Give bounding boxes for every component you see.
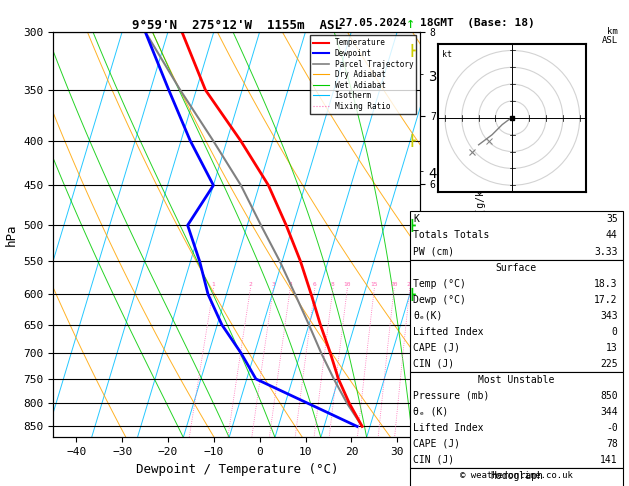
Y-axis label: hPa: hPa [5,223,18,246]
Text: Lifted Index: Lifted Index [413,423,484,433]
Text: 18.3: 18.3 [594,278,618,289]
Text: Hodograph: Hodograph [490,471,543,481]
Text: ┣: ┣ [409,44,415,56]
Text: 35: 35 [606,214,618,225]
Text: km: km [607,27,618,36]
Text: Lifted Index: Lifted Index [413,327,484,337]
Legend: Temperature, Dewpoint, Parcel Trajectory, Dry Adiabat, Wet Adiabat, Isotherm, Mi: Temperature, Dewpoint, Parcel Trajectory… [310,35,416,114]
Text: -0: -0 [606,423,618,433]
Text: ┣: ┣ [409,134,415,147]
Text: K: K [413,214,419,225]
Text: 2: 2 [248,282,252,287]
Text: 17.2: 17.2 [594,295,618,305]
Text: 850: 850 [600,391,618,401]
Text: 4: 4 [289,282,292,287]
Text: 3: 3 [272,282,276,287]
Text: Temp (°C): Temp (°C) [413,278,466,289]
Text: 6: 6 [313,282,317,287]
Text: LCL: LCL [424,423,439,432]
Text: 25: 25 [406,282,414,287]
Text: 343: 343 [600,311,618,321]
Text: Pressure (mb): Pressure (mb) [413,391,489,401]
Text: 78: 78 [606,439,618,449]
Text: 0: 0 [612,327,618,337]
Text: θₑ(K): θₑ(K) [413,311,443,321]
Text: ↑: ↑ [406,16,415,31]
Text: 8: 8 [331,282,335,287]
Text: 20: 20 [391,282,398,287]
Text: 15: 15 [370,282,378,287]
X-axis label: Dewpoint / Temperature (°C): Dewpoint / Temperature (°C) [136,463,338,476]
Text: CAPE (J): CAPE (J) [413,439,460,449]
Text: Surface: Surface [496,262,537,273]
Text: © weatheronline.co.uk: © weatheronline.co.uk [460,471,573,480]
Text: PW (cm): PW (cm) [413,246,454,257]
Text: kt: kt [442,51,452,59]
Text: 141: 141 [600,455,618,465]
Text: 1: 1 [211,282,215,287]
Text: ASL: ASL [601,36,618,46]
Text: Dewp (°C): Dewp (°C) [413,295,466,305]
Text: 27.05.2024  18GMT  (Base: 18): 27.05.2024 18GMT (Base: 18) [339,18,535,29]
Title: 9°59'N  275°12'W  1155m  ASL: 9°59'N 275°12'W 1155m ASL [132,18,342,32]
Text: Most Unstable: Most Unstable [478,375,555,385]
Text: 44: 44 [606,230,618,241]
Y-axis label: Mixing Ratio (g/kg): Mixing Ratio (g/kg) [476,179,486,290]
Text: ┣: ┣ [409,288,415,301]
Text: ┣: ┣ [409,219,415,232]
Text: θₑ (K): θₑ (K) [413,407,448,417]
Text: Totals Totals: Totals Totals [413,230,489,241]
Text: CAPE (J): CAPE (J) [413,343,460,353]
Text: 225: 225 [600,359,618,369]
Text: 3.33: 3.33 [594,246,618,257]
Text: CIN (J): CIN (J) [413,455,454,465]
Text: CIN (J): CIN (J) [413,359,454,369]
Text: 13: 13 [606,343,618,353]
Text: 10: 10 [343,282,351,287]
Text: 344: 344 [600,407,618,417]
